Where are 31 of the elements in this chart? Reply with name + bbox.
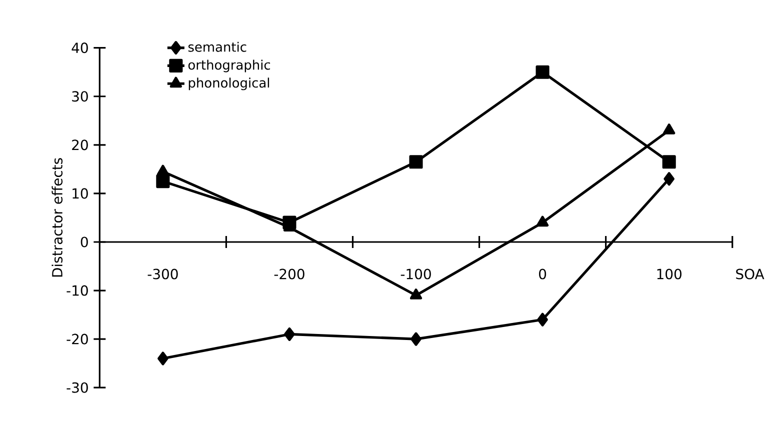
x-axis-title: SOA (736, 268, 764, 280)
point (536, 65, 550, 79)
y-tick-label: 0 (80, 236, 88, 248)
y-tick-label: -30 (66, 382, 88, 393)
y-tick-label: 30 (72, 90, 88, 102)
point (663, 123, 676, 134)
x-tick-label: -300 (148, 268, 178, 280)
legend-label: orthographic (188, 59, 270, 72)
point (410, 288, 422, 300)
y-tick-label: -10 (66, 285, 88, 296)
x-tick-label: 100 (657, 268, 682, 280)
y-tick-label: 20 (72, 139, 88, 150)
y-tick-label: 40 (72, 42, 88, 53)
x-tick-label: 0 (539, 268, 546, 280)
point (537, 312, 548, 326)
x-tick-label: -200 (274, 268, 304, 280)
point (536, 216, 549, 226)
point (410, 332, 422, 346)
point (409, 154, 423, 168)
point (156, 164, 169, 176)
legend-label: semantic (188, 42, 246, 52)
point (156, 174, 170, 188)
point (664, 172, 674, 186)
y-axis-title: Distractor effects (52, 158, 63, 276)
legend-label: phonological (188, 77, 270, 90)
y-tick-label: -20 (66, 334, 88, 344)
y-tick-label: 10 (72, 188, 88, 198)
point (158, 351, 168, 366)
point (284, 327, 295, 341)
x-tick-label: -100 (400, 268, 431, 280)
point (662, 154, 676, 168)
